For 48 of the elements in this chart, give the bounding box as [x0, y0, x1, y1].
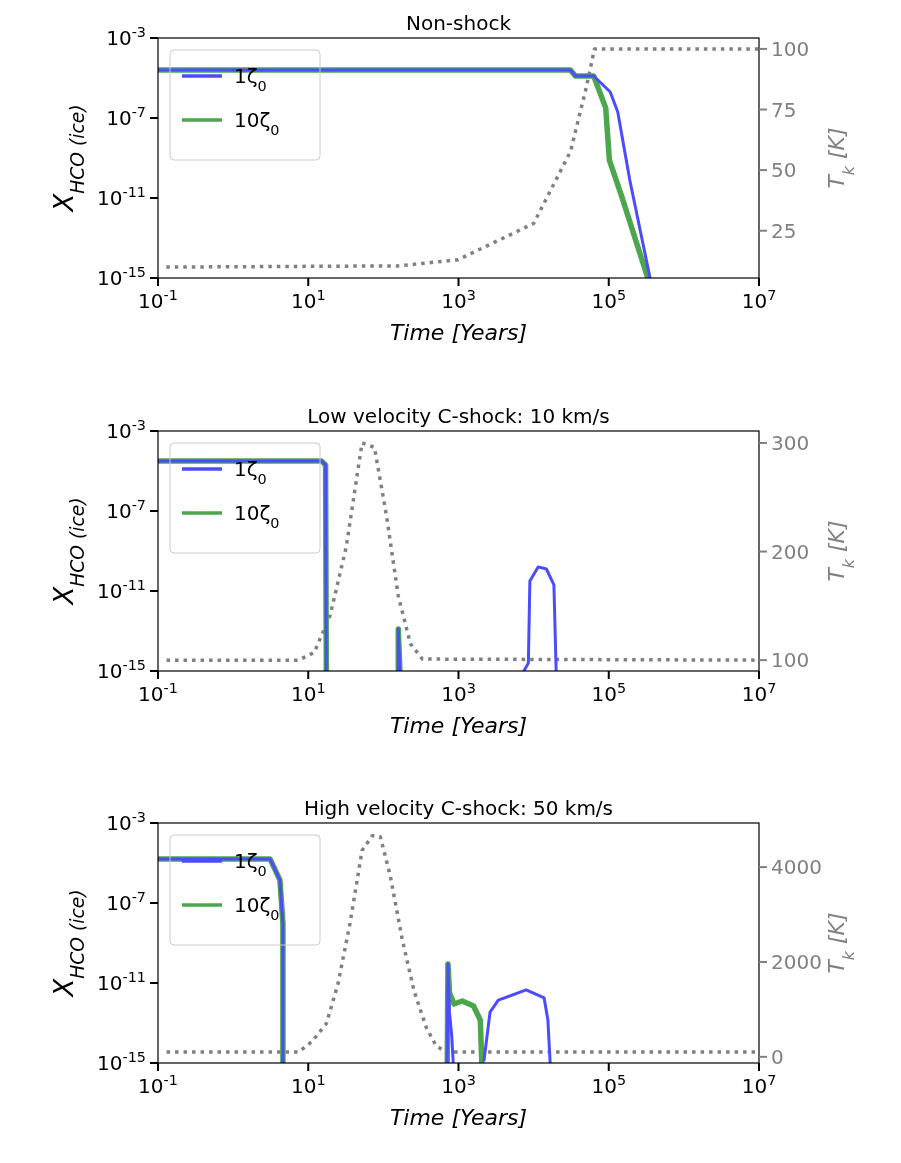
y-tick-label: 10$^{-3}$: [106, 809, 146, 835]
y2-tick-label: 4000: [771, 855, 822, 880]
y-tick-label: 10$^{-7}$: [106, 889, 146, 915]
y2-tick-label: 200: [771, 539, 810, 564]
y2-tick-label: 300: [771, 430, 810, 455]
x-tick-label: 10$^{5}$: [591, 1072, 627, 1098]
y-tick-label: 10$^{-15}$: [97, 1049, 146, 1075]
y-tick-label: 10$^{-15}$: [97, 657, 146, 683]
x-tick-label: 10$^{5}$: [591, 287, 627, 313]
y2-tick-label: 0: [771, 1044, 784, 1069]
x-axis-title: Time [Years]: [389, 1105, 528, 1130]
x-tick-label: 10$^{7}$: [741, 287, 777, 313]
y2-tick-label: 75: [771, 97, 797, 122]
x-tick-label: 10$^{-1}$: [138, 287, 178, 313]
y-tick-label: 10$^{-7}$: [106, 104, 146, 130]
x-tick-label: 10$^{3}$: [441, 287, 476, 313]
legend-label: 1ζ$_{0}$: [234, 64, 267, 94]
y-tick-label: 10$^{-7}$: [106, 497, 146, 523]
legend-label: 10ζ$_{0}$: [234, 108, 280, 138]
x-tick-label: 10$^{-1}$: [138, 680, 178, 706]
y-tick-label: 10$^{-3}$: [106, 24, 146, 50]
legend-label: 1ζ$_{0}$: [234, 457, 267, 487]
y2-tick-label: 100: [771, 648, 810, 673]
x-tick-label: 10$^{7}$: [741, 1072, 777, 1098]
chart-title: High velocity C-shock: 50 km/s: [303, 796, 614, 820]
x-axis-title: Time [Years]: [389, 320, 528, 345]
x-tick-label: 10$^{1}$: [290, 287, 326, 313]
y-tick-label: 10$^{-11}$: [97, 969, 146, 995]
y-tick-label: 10$^{-11}$: [97, 577, 146, 603]
x-tick-label: 10$^{3}$: [441, 1072, 476, 1098]
y-tick-label: 10$^{-11}$: [97, 184, 146, 210]
x-tick-label: 10$^{5}$: [591, 680, 627, 706]
legend-label: 10ζ$_{0}$: [234, 501, 280, 531]
x-axis-title: Time [Years]: [389, 713, 528, 738]
x-tick-label: 10$^{3}$: [441, 680, 476, 706]
y2-tick-label: 2000: [771, 949, 822, 974]
y2-tick-label: 50: [771, 158, 797, 183]
x-tick-label: 10$^{-1}$: [138, 1072, 178, 1098]
x-tick-label: 10$^{1}$: [290, 680, 326, 706]
y-tick-label: 10$^{-3}$: [106, 417, 146, 443]
chart-title: Non-shock: [406, 11, 512, 35]
legend-label: 10ζ$_{0}$: [234, 893, 280, 923]
y-tick-label: 10$^{-15}$: [97, 264, 146, 290]
y2-tick-label: 25: [771, 218, 797, 243]
y2-tick-label: 100: [771, 36, 810, 61]
chart-title: Low velocity C-shock: 10 km/s: [307, 404, 610, 428]
x-tick-label: 10$^{1}$: [290, 1072, 326, 1098]
x-tick-label: 10$^{7}$: [741, 680, 777, 706]
